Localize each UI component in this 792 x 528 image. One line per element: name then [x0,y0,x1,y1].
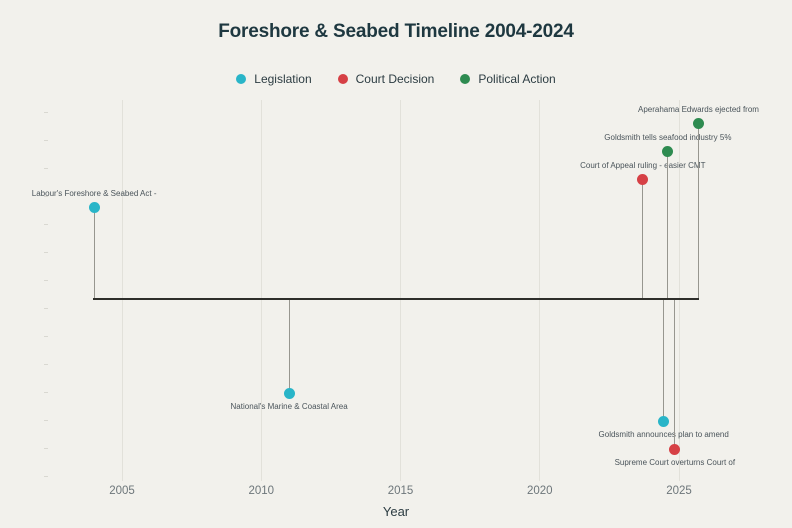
legend-label: Political Action [478,72,556,86]
gridline-2025 [678,100,680,481]
gridline-2020 [539,100,541,481]
event-label: Goldsmith tells seafood industry 5% [604,133,732,142]
x-tick-label-2025: 2025 [666,485,692,497]
event-marker[interactable] [692,117,704,129]
event-stem [674,300,676,449]
legend-marker-icon [236,74,247,84]
legend: Legislation Court Decision Political Actio… [0,72,792,86]
event-label: Court of Appeal ruling - easier CMT [580,161,706,170]
y-tick-mark [44,196,48,197]
x-tick-label-2015: 2015 [387,485,414,497]
event-stem [667,151,669,298]
y-tick-mark [44,420,48,421]
timeline-baseline [93,298,700,300]
event-label: Goldsmith announces plan to amend [598,430,729,439]
event-marker[interactable] [669,443,681,455]
y-tick-mark [44,280,48,281]
legend-label: Court Decision [355,72,435,86]
legend-marker-icon [460,74,471,84]
y-tick-mark [44,448,48,449]
y-tick-mark [44,336,48,337]
x-tick-label-2010: 2010 [248,485,275,497]
y-tick-mark [44,364,48,365]
y-tick-mark [44,476,48,477]
legend-item-political-action[interactable]: Political Action [460,72,556,86]
legend-marker-icon [337,74,348,84]
y-tick-mark [44,392,48,393]
event-stem [642,179,644,298]
event-marker[interactable] [637,173,649,185]
y-tick-mark [44,252,48,253]
event-stem [93,207,95,298]
event-label: National's Marine & Coastal Area [230,402,348,411]
event-marker[interactable] [88,201,100,213]
event-stem [697,123,699,298]
event-label: Supreme Court overturns Court of [614,458,736,467]
gridline-2010 [260,100,262,481]
gridline-2005 [121,100,123,481]
x-axis-title: Year [382,504,410,519]
event-stem [663,300,665,421]
y-tick-mark [44,224,48,225]
gridline-2015 [400,100,401,481]
y-tick-mark [44,168,48,169]
event-label: Labour's Foreshore & Seabed Act - [31,189,157,198]
event-marker[interactable] [658,415,670,427]
event-marker[interactable] [662,145,674,157]
event-marker[interactable] [283,387,295,399]
y-tick-mark [44,112,48,113]
x-tick-label-2020: 2020 [526,485,553,497]
y-tick-mark [44,140,48,141]
chart-title: Foreshore & Seabed Timeline 2004-2024 [218,21,574,42]
x-tick-label-2005: 2005 [109,485,135,497]
y-tick-mark [44,308,48,309]
event-stem [288,300,290,393]
legend-item-legislation[interactable]: Legislation [236,72,312,86]
legend-label: Legislation [254,72,312,86]
event-label: Aperahama Edwards ejected from [638,105,759,114]
legend-item-court-decision[interactable]: Court Decision [337,72,435,86]
